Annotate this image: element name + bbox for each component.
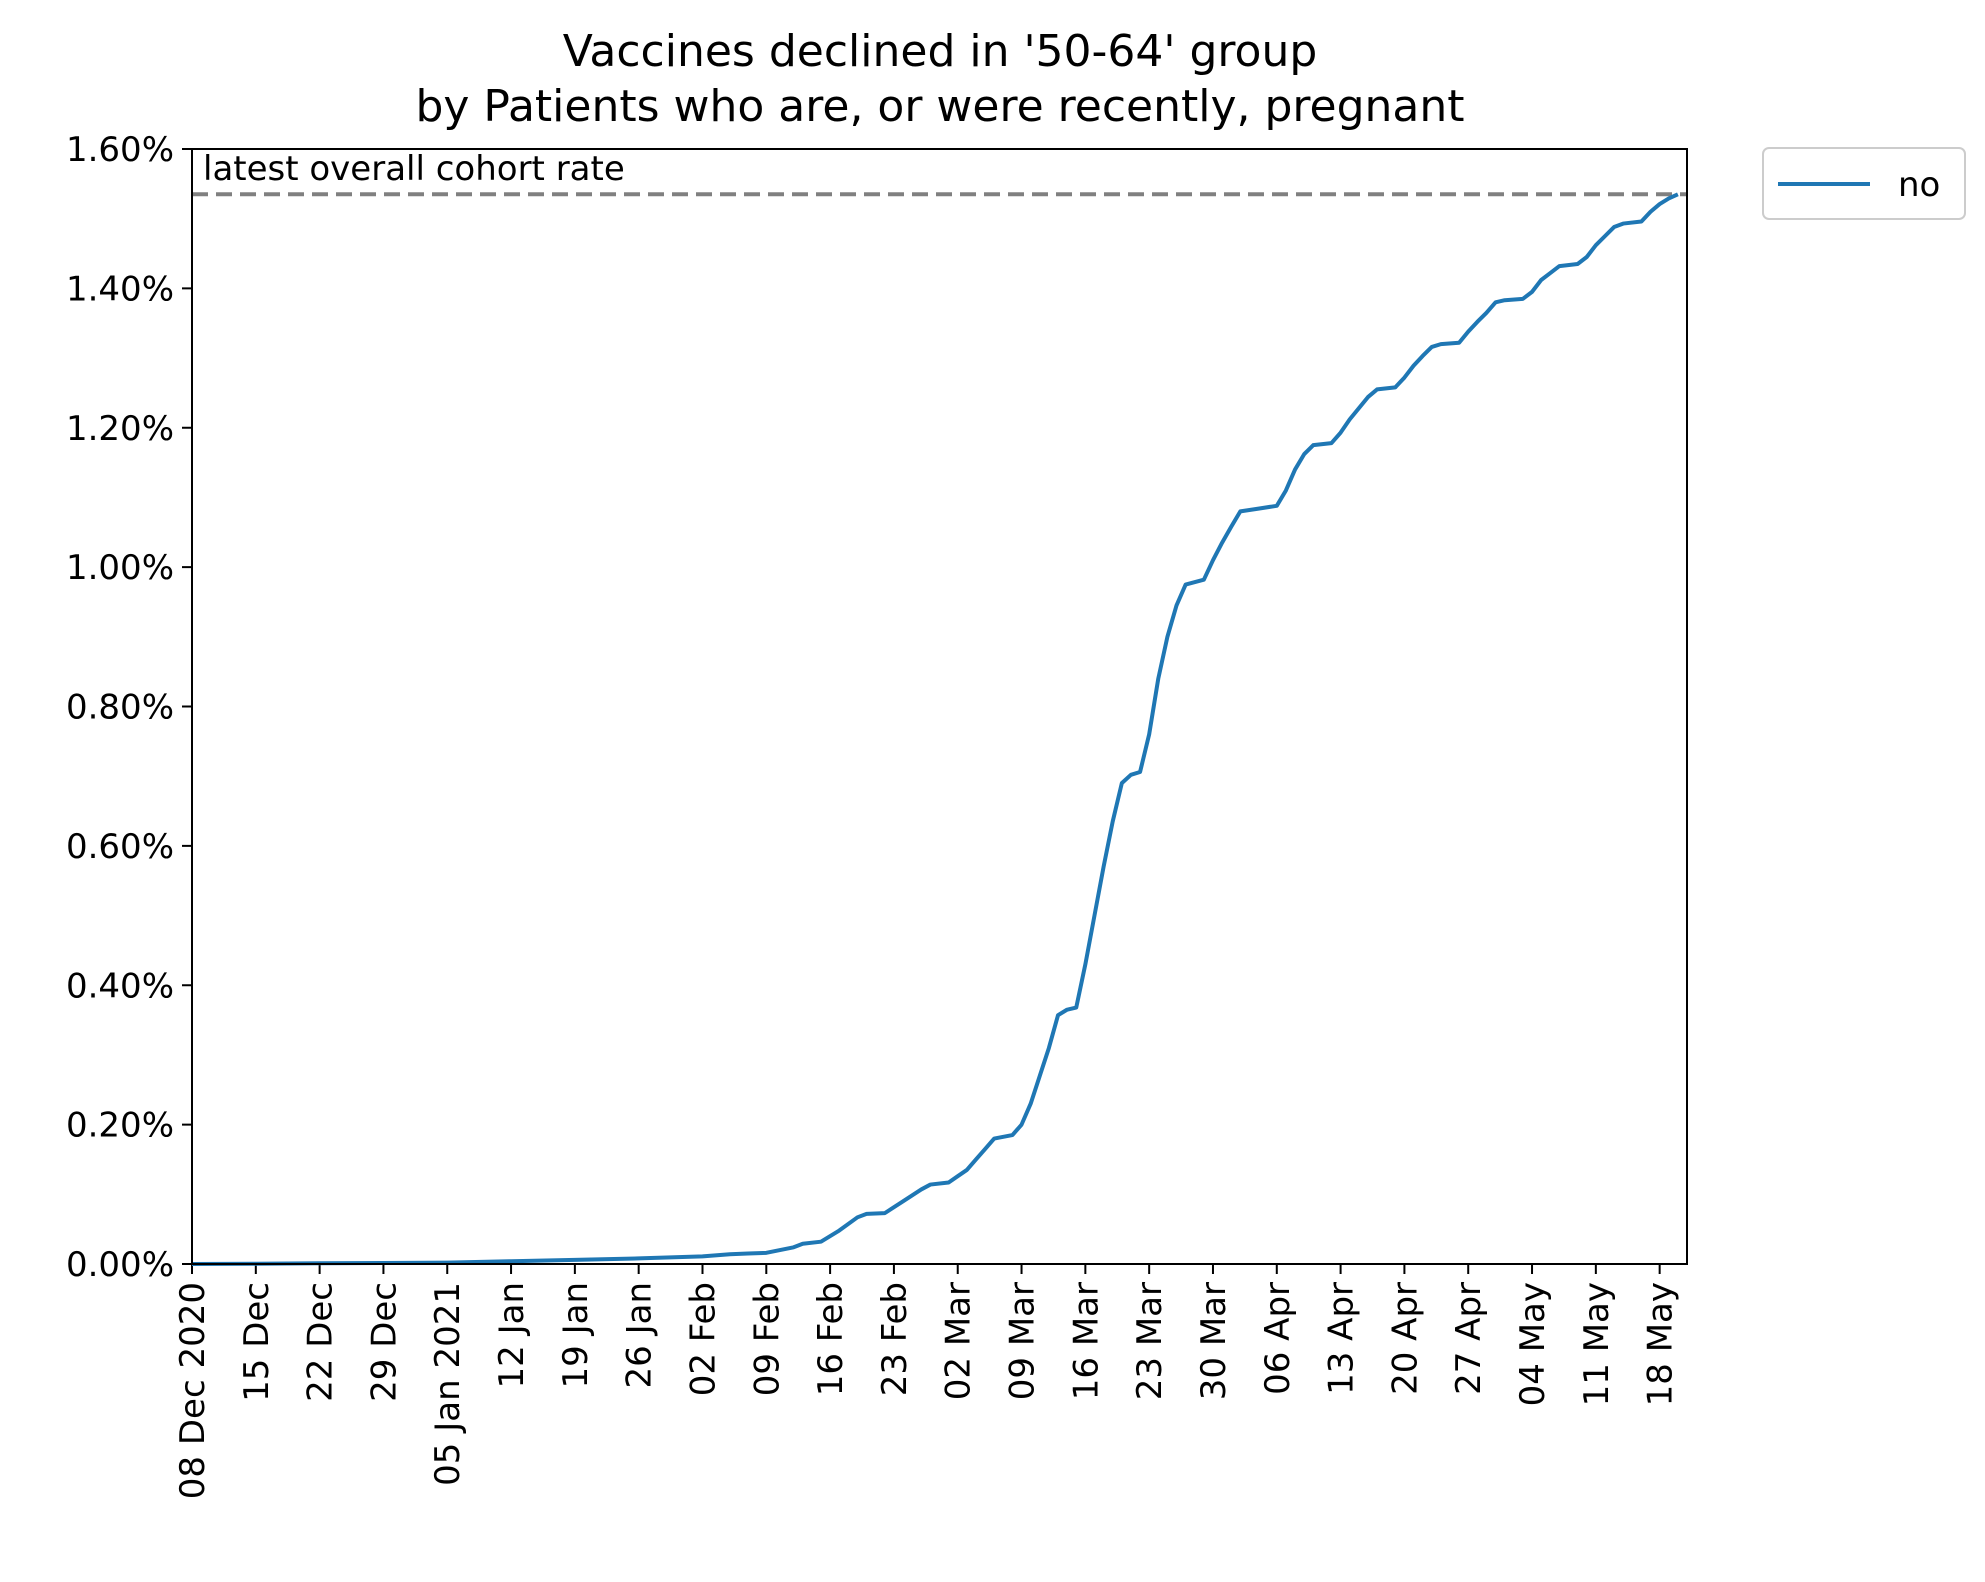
x-tick-label: 02 Mar (939, 1282, 979, 1400)
x-tick-label: 16 Mar (1066, 1282, 1106, 1400)
x-tick-label: 23 Feb (875, 1282, 915, 1396)
y-tick-label: 1.20% (66, 409, 174, 449)
x-tick-label: 22 Dec (301, 1282, 341, 1402)
plot-frame (191, 148, 1688, 1265)
y-tick-label: 0.80% (66, 688, 174, 728)
x-tick-label: 16 Feb (811, 1282, 851, 1396)
x-tick-label: 06 Apr (1258, 1282, 1298, 1395)
y-tick-label: 0.40% (66, 966, 174, 1006)
x-tick-label: 13 Apr (1322, 1282, 1362, 1395)
y-tick-label: 0.20% (66, 1106, 174, 1146)
legend-label-no: no (1898, 165, 1940, 205)
x-tick-label: 23 Mar (1130, 1282, 1170, 1400)
y-tick-label: 0.00% (66, 1245, 174, 1285)
x-tick-label: 20 Apr (1385, 1282, 1425, 1395)
x-tick-label: 05 Jan 2021 (428, 1282, 468, 1486)
x-tick-label: 09 Mar (1003, 1282, 1043, 1400)
x-tick-label: 08 Dec 2020 (173, 1282, 213, 1499)
reference-line-group: latest overall cohort rate (192, 149, 1687, 197)
y-tick-label: 1.00% (66, 548, 174, 588)
legend: no (1762, 147, 1966, 220)
y-axis: 0.00% 0.20% 0.40% 0.60% 0.80% 1.00% 1.20% 1.40%… (66, 130, 192, 1285)
x-tick-label: 04 May (1513, 1282, 1553, 1406)
x-axis: 08 Dec 2020 15 Dec 22 Dec 29 Dec 05 Jan 2021… (173, 1264, 1681, 1499)
x-tick-label: 02 Feb (683, 1282, 723, 1396)
x-tick-label: 15 Dec (237, 1282, 277, 1402)
y-tick-label: 0.60% (66, 827, 174, 867)
series-line-no (191, 192, 1679, 1266)
x-tick-label: 27 Apr (1449, 1282, 1489, 1395)
chart-title: Vaccines declined in '50-64' group (563, 26, 1318, 77)
x-tick-label: 12 Jan (492, 1282, 532, 1388)
x-tick-label: 26 Jan (620, 1282, 660, 1388)
x-tick-label: 09 Feb (747, 1282, 787, 1396)
reference-line-label: latest overall cohort rate (203, 149, 625, 189)
y-tick-label: 1.40% (66, 269, 174, 309)
chart-subtitle: by Patients who are, or were recently, p… (415, 81, 1464, 132)
x-tick-label: 30 Mar (1194, 1282, 1234, 1400)
x-tick-label: 11 May (1577, 1282, 1617, 1406)
y-tick-label: 1.60% (66, 130, 174, 170)
x-tick-label: 18 May (1641, 1282, 1681, 1406)
x-tick-label: 19 Jan (556, 1282, 596, 1388)
x-tick-label: 29 Dec (364, 1282, 404, 1402)
series-layer (191, 192, 1679, 1266)
